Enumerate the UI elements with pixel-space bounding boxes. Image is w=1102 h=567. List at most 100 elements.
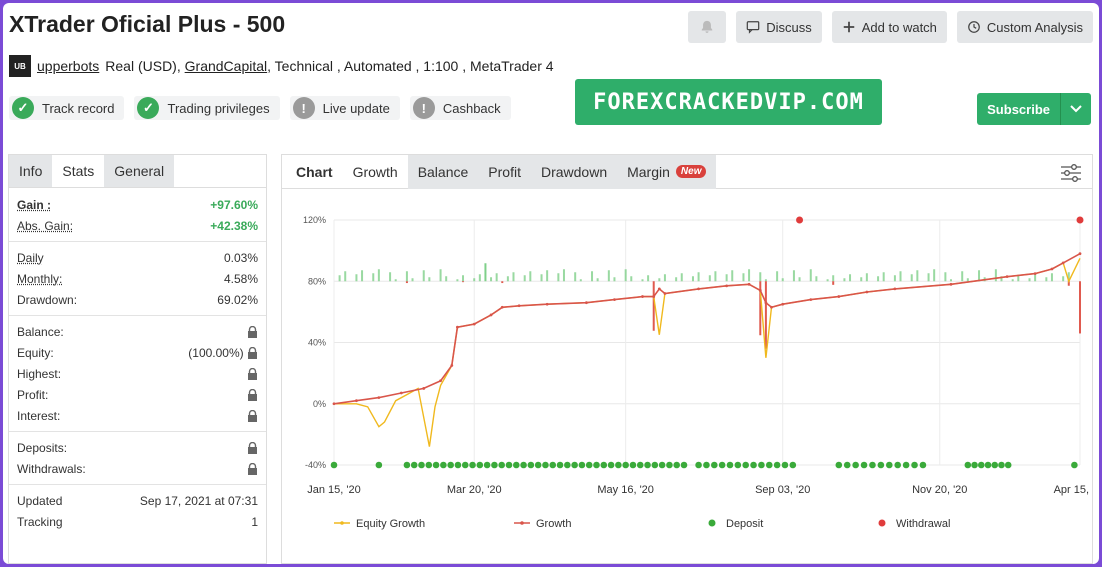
profit-bar [641,279,644,282]
badge-track-record[interactable]: ✓ Track record [9,96,125,120]
x-tick-label: Sep 03, '20 [755,484,810,496]
deposit-marker [695,461,702,469]
owner-link[interactable]: upperbots [37,58,100,74]
deposit-marker [564,461,571,469]
settings-sliders-icon[interactable] [1060,163,1082,183]
growth-chart[interactable]: 120% 80% 40% 0% -40% Jan 15, '20 Mar 20, '20 Ma… [282,190,1092,564]
page-title: XTrader Oficial Plus - 500 [9,11,286,37]
profit-bar [473,278,476,282]
legend-label: Growth [536,518,571,530]
profit-bar [557,273,560,282]
notify-button[interactable] [688,11,727,43]
lock-icon [248,441,257,454]
add-to-watch-label: Add to watch [861,19,937,35]
deposit-marker [375,461,383,469]
add-to-watch-button[interactable]: Add to watch [831,11,947,43]
stat-label[interactable]: Daily [17,250,44,265]
tab-margin[interactable]: Margin New [617,154,717,189]
profit-bar [579,279,582,282]
deposit-marker [403,461,411,469]
badge-live-update[interactable]: ! Live update [289,96,400,120]
deposit-marker [330,461,338,469]
tab-stats[interactable]: Stats [52,155,105,187]
profit-bar [658,278,661,282]
lock-icon [248,409,257,422]
discuss-button[interactable]: Discuss [736,11,822,43]
tab-growth[interactable]: Growth [352,163,398,180]
custom-analysis-button[interactable]: Custom Analysis [956,11,1093,43]
deposit-marker [773,461,781,469]
stat-value: +97.60% [210,197,258,212]
tab-info[interactable]: Info [9,155,53,187]
loss-bar [652,281,655,331]
profit-bar [949,279,952,282]
profit-bar [405,271,408,282]
profit-bar [462,275,465,282]
chevron-down-icon[interactable] [1061,93,1091,125]
broker-link[interactable]: GrandCapital [184,58,268,74]
account-text: Real (USD), [105,58,185,74]
deposit-marker [476,461,484,469]
tab-drawdown[interactable]: Drawdown [530,154,618,189]
deposit-marker [765,461,773,469]
divider [9,484,266,485]
profit-bar [647,275,650,282]
profit-bar [697,272,700,282]
deposit-marker [877,461,885,469]
custom-analysis-label: Custom Analysis [986,19,1083,35]
badge-cashback[interactable]: ! Cashback [409,96,511,120]
deposit-marker [835,461,843,469]
tab-general[interactable]: General [104,155,175,187]
profit-bar [540,274,543,282]
stat-label: Highest: [17,366,62,381]
deposit-marker [1071,461,1078,469]
profit-bar [574,272,577,282]
loss-bar [764,281,767,349]
profit-bar [484,263,487,282]
deposit-marker [885,461,893,469]
profit-bar [338,275,341,282]
exclamation-icon: ! [292,97,315,119]
deposit-marker [636,461,644,469]
deposit-marker [491,461,498,469]
profit-bar [933,269,936,282]
stat-label: Deposits: [17,440,68,455]
deposit-marker [658,461,666,469]
deposit-marker [512,461,520,469]
account-type: Real (USD), GrandCapital, Technical , Au… [105,58,553,74]
profit-bar [708,275,711,282]
deposit-marker [593,461,600,469]
deposit-marker [919,461,927,469]
growth-point [455,325,459,329]
stat-value: +42.38% [210,218,258,233]
growth-point [770,305,773,309]
tab-chart[interactable]: Chart [296,163,333,180]
bell-icon [701,20,713,33]
app-frame: XTrader Oficial Plus - 500 Discuss Add t… [3,3,1099,564]
deposit-marker [734,461,742,469]
stat-profit: Profit: [9,384,266,405]
y-tick-label: 40% [308,338,326,348]
profit-bar [512,272,515,282]
stat-label[interactable]: Gain : [17,197,52,212]
profit-bar [865,273,868,282]
growth-point [652,295,656,298]
profit-bar [882,272,885,282]
growth-point [809,298,813,302]
badge-trading-privileges[interactable]: ✓ Trading privileges [134,96,280,120]
badge-label: Trading privileges [167,100,270,116]
profit-bar [966,278,969,282]
stat-value: 4.58% [223,271,258,286]
deposit-marker [622,461,629,469]
deposit-marker [578,461,586,469]
tab-balance[interactable]: Balance [407,154,479,189]
subscribe-button[interactable]: Subscribe [977,93,1091,125]
deposit-marker [556,461,564,469]
stat-label[interactable]: Monthly: [17,271,63,286]
stat-label[interactable]: Abs. Gain: [17,218,74,233]
deposit-marker [527,461,535,469]
tab-profit[interactable]: Profit [478,154,531,189]
deposit-marker [615,461,622,469]
profit-bar [832,275,835,282]
lock-icon [248,462,257,475]
